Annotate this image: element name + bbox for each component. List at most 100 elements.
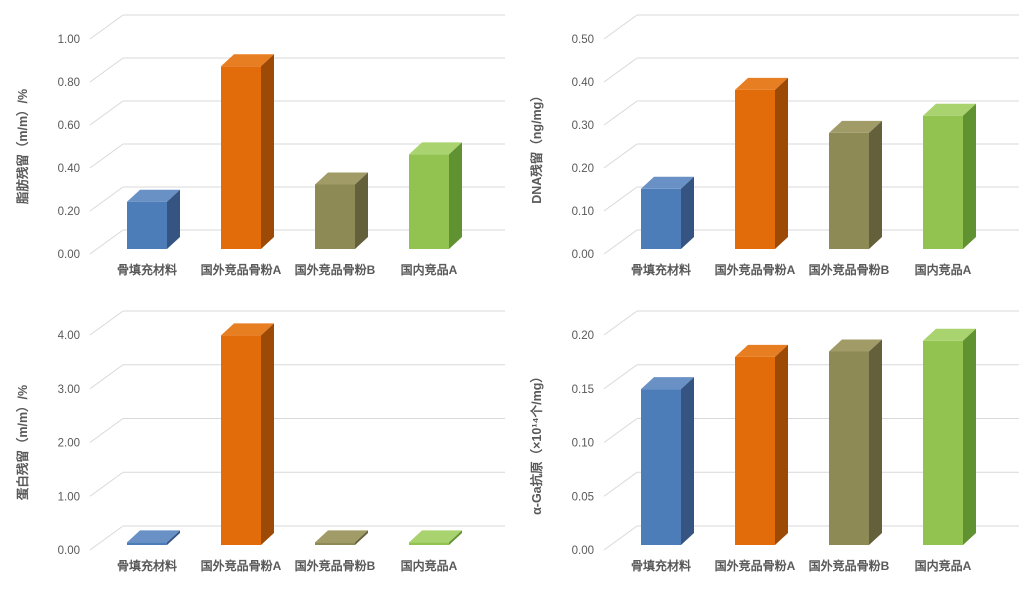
bar-protein-residue-0 (127, 530, 180, 545)
bar-dna-residue-3 (923, 103, 976, 249)
gridline-depth-segment (89, 310, 124, 336)
bar-top-face (735, 344, 788, 357)
y-tick-label: 0.20 (572, 330, 594, 342)
chart-dna-residue: 0.00 0.10 0.20 0.30 0.40 0.50 骨填充材料 国外竞品骨粉A 国外竞品… (514, 0, 1027, 296)
bar-top-face (923, 103, 976, 116)
y-tick-label: 2.00 (58, 438, 80, 450)
bar-dna-residue-1 (735, 77, 788, 250)
bar-front-face (923, 115, 963, 249)
x-category-label: 国外竞品骨粉A (715, 558, 796, 573)
bar-top-face (923, 328, 976, 341)
gridline-depth-segment (89, 525, 124, 551)
gridline-depth-segment (89, 100, 124, 126)
y-tick-label: 0.10 (572, 438, 594, 450)
bar-fat-residue-1 (221, 54, 274, 249)
gridline-depth-segment (603, 418, 638, 443)
y-axis-title: DNA残留（ng/mg） (529, 89, 544, 204)
bar-fat-residue-3 (409, 142, 462, 249)
bar-fat-residue-2 (315, 172, 368, 249)
bar-front-face (221, 66, 261, 249)
x-category-label: 骨填充材料 (631, 262, 691, 277)
bar-top-face (641, 377, 694, 390)
bar-front-face (315, 184, 355, 249)
chart-svg-dna-residue: 0.00 0.10 0.20 0.30 0.40 0.50 骨填充材料 国外竞品骨粉A 国外竞品… (529, 14, 1019, 277)
bar-top-face (127, 189, 180, 202)
bar-top-face (829, 339, 882, 352)
bar-alpha-gal-antigen-0 (641, 377, 694, 545)
y-tick-label: 0.40 (58, 163, 80, 175)
bar-side-face (681, 377, 694, 545)
bar-side-face (963, 103, 976, 249)
x-category-label: 国内竞品A (915, 262, 972, 277)
bar-fat-residue-0 (127, 189, 180, 249)
bar-side-face (355, 172, 368, 249)
y-tick-label: 4.00 (58, 330, 80, 342)
x-category-label: 国外竞品骨粉A (715, 262, 796, 277)
x-category-label: 国内竞品A (401, 262, 458, 277)
gridline-depth-segment (603, 471, 638, 497)
bar-front-face (641, 389, 681, 545)
y-tick-label: 0.40 (572, 77, 594, 89)
y-tick-label: 0.00 (572, 249, 594, 261)
y-tick-label: 3.00 (58, 384, 80, 396)
bar-alpha-gal-antigen-3 (923, 328, 976, 545)
bar-top-face (127, 530, 180, 543)
bar-front-face (409, 154, 449, 249)
y-tick-label: 1.00 (58, 34, 80, 46)
y-tick-label: 0.30 (572, 120, 594, 132)
gridline-depth-segment (89, 471, 124, 497)
chart-svg-fat-residue: 0.00 0.20 0.40 0.60 0.80 1.00 骨填充材料 国外竞品骨粉A 国外竞品… (15, 14, 505, 277)
y-tick-label: 0.80 (58, 77, 80, 89)
gridline-depth-segment (603, 525, 638, 551)
bar-alpha-gal-antigen-1 (735, 344, 788, 545)
bar-top-face (315, 530, 368, 543)
gridline-depth-segment (603, 100, 638, 126)
y-tick-label: 0.10 (572, 206, 594, 218)
y-tick-label: 0.50 (572, 34, 594, 46)
gridline-depth-segment (603, 143, 638, 169)
bar-side-face (681, 176, 694, 249)
bar-side-face (167, 530, 180, 545)
gridline-depth-segment (603, 57, 638, 83)
bar-side-face (775, 77, 788, 250)
bar-protein-residue-1 (221, 323, 274, 545)
y-axis-title: 脂肪残留（m/m）/% (15, 89, 30, 205)
bar-top-face (409, 142, 462, 155)
bar-side-face (449, 530, 462, 545)
bar-top-face (829, 120, 882, 133)
gridline-depth-segment (603, 364, 638, 390)
bar-front-face (735, 89, 775, 250)
bar-top-face (735, 77, 788, 90)
gridline-depth-segment (89, 364, 124, 390)
bar-side-face (261, 323, 274, 545)
y-tick-label: 0.00 (572, 545, 594, 557)
chart-svg-protein-residue: 0.00 1.00 2.00 3.00 4.00 骨填充材料 国外竞品骨粉A 国外竞品骨粉B 国… (15, 310, 505, 573)
x-category-label: 国外竞品骨粉B (809, 262, 890, 277)
y-tick-label: 0.00 (58, 249, 80, 261)
y-tick-label: 0.20 (58, 206, 80, 218)
x-category-label: 骨填充材料 (117, 558, 177, 573)
x-category-label: 骨填充材料 (117, 262, 177, 277)
bar-protein-residue-2 (315, 530, 368, 545)
bar-front-face (409, 542, 449, 545)
bar-side-face (869, 339, 882, 545)
bar-alpha-gal-antigen-2 (829, 339, 882, 545)
bar-front-face (127, 542, 167, 545)
gridline-depth-segment (89, 418, 124, 443)
gridline-depth-segment (603, 229, 638, 255)
gridline-depth-segment (603, 186, 638, 212)
chart-svg-alpha-gal-antigen: 0.00 0.05 0.10 0.15 0.20 骨填充材料 国外竞品骨粉A 国外竞品骨粉B 国… (529, 310, 1019, 573)
gridline-depth-segment (603, 310, 638, 336)
bar-front-face (127, 201, 167, 249)
gridline-depth-segment (89, 14, 124, 40)
y-axis-title: 蛋白残留（m/m）/% (15, 385, 30, 500)
x-category-label: 国外竞品骨粉B (809, 558, 890, 573)
bar-top-face (221, 323, 274, 336)
chart-fat-residue: 0.00 0.20 0.40 0.60 0.80 1.00 骨填充材料 国外竞品骨粉A 国外竞品… (0, 0, 513, 296)
bar-front-face (829, 351, 869, 545)
bar-side-face (261, 54, 274, 249)
bar-top-face (409, 530, 462, 543)
bar-front-face (641, 188, 681, 249)
bar-side-face (355, 530, 368, 545)
